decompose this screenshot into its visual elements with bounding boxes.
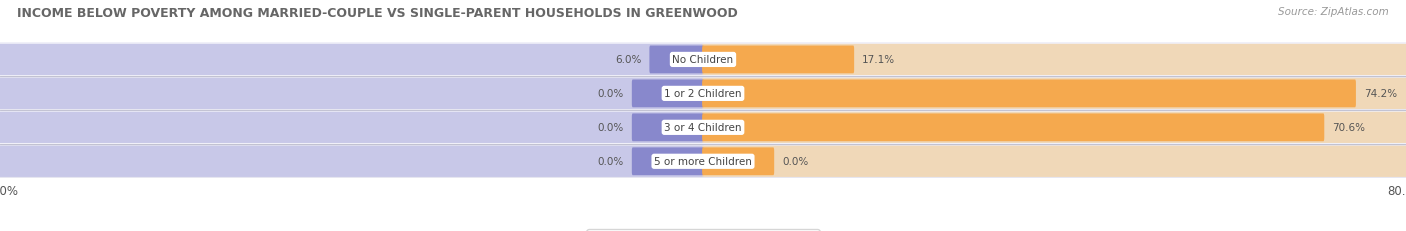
FancyBboxPatch shape (631, 114, 704, 142)
FancyBboxPatch shape (702, 79, 1406, 109)
Text: 6.0%: 6.0% (614, 55, 641, 65)
Text: Source: ZipAtlas.com: Source: ZipAtlas.com (1278, 7, 1389, 17)
FancyBboxPatch shape (631, 148, 704, 176)
FancyBboxPatch shape (0, 146, 704, 177)
FancyBboxPatch shape (0, 45, 704, 76)
Legend: Married Couples, Single Parents: Married Couples, Single Parents (586, 229, 820, 231)
Text: 74.2%: 74.2% (1364, 89, 1398, 99)
Bar (0, 77, 1406, 111)
FancyBboxPatch shape (702, 45, 1406, 76)
FancyBboxPatch shape (0, 112, 704, 143)
Text: No Children: No Children (672, 55, 734, 65)
FancyBboxPatch shape (702, 148, 775, 176)
Text: 1 or 2 Children: 1 or 2 Children (664, 89, 742, 99)
Text: 5 or more Children: 5 or more Children (654, 157, 752, 167)
FancyBboxPatch shape (702, 46, 855, 74)
FancyBboxPatch shape (0, 79, 704, 109)
Text: 17.1%: 17.1% (862, 55, 896, 65)
FancyBboxPatch shape (702, 114, 1324, 142)
Bar (0, 145, 1406, 179)
Text: 3 or 4 Children: 3 or 4 Children (664, 123, 742, 133)
Text: 0.0%: 0.0% (598, 89, 624, 99)
FancyBboxPatch shape (650, 46, 704, 74)
Text: INCOME BELOW POVERTY AMONG MARRIED-COUPLE VS SINGLE-PARENT HOUSEHOLDS IN GREENWO: INCOME BELOW POVERTY AMONG MARRIED-COUPL… (17, 7, 738, 20)
Text: 0.0%: 0.0% (598, 123, 624, 133)
Bar (0, 111, 1406, 145)
FancyBboxPatch shape (631, 80, 704, 108)
Text: 0.0%: 0.0% (782, 157, 808, 167)
Text: 0.0%: 0.0% (598, 157, 624, 167)
Bar (0, 43, 1406, 77)
FancyBboxPatch shape (702, 112, 1406, 143)
FancyBboxPatch shape (702, 80, 1355, 108)
Text: 70.6%: 70.6% (1333, 123, 1365, 133)
FancyBboxPatch shape (702, 146, 1406, 177)
